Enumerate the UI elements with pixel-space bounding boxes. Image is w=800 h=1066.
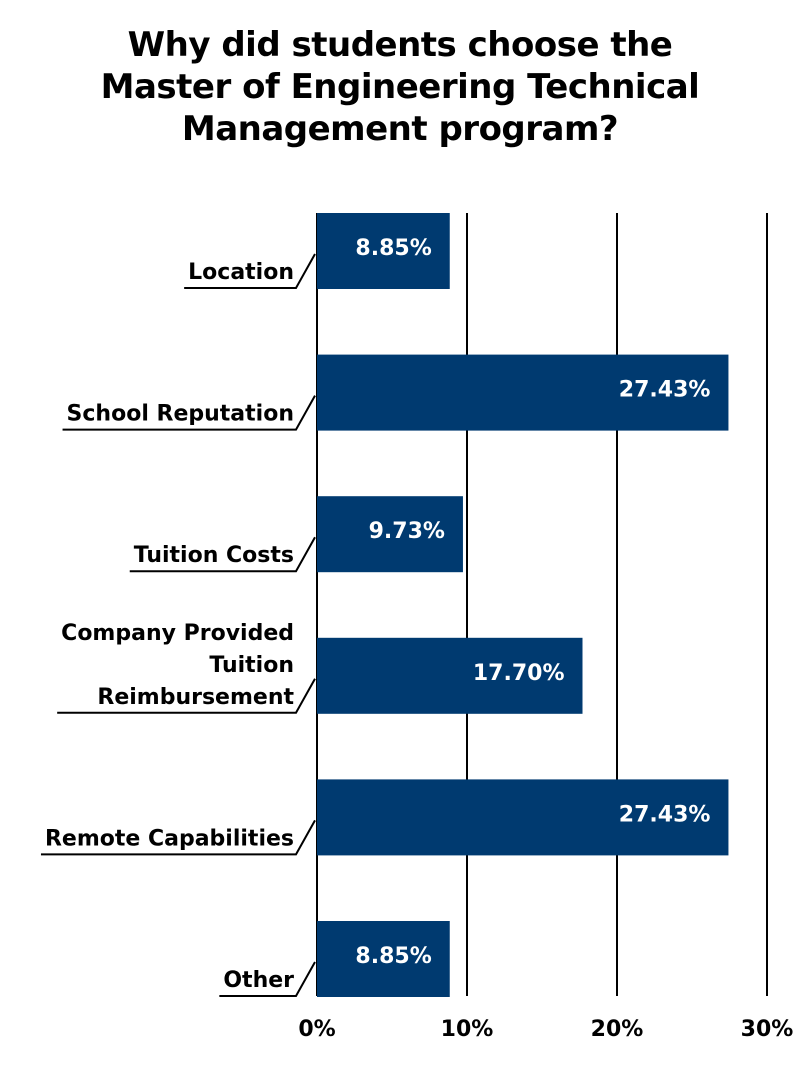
chart-title-line: Management program? — [181, 109, 619, 149]
x-tick-label: 30% — [741, 1017, 794, 1042]
category-label: Remote Capabilities — [45, 826, 294, 851]
category-label: Tuition Costs — [134, 543, 294, 568]
bar — [317, 213, 450, 289]
bar — [317, 921, 450, 997]
chart-title: Why did students choose the Master of En… — [0, 24, 800, 150]
bar — [317, 354, 729, 431]
category-label: Reimbursement — [97, 685, 294, 710]
x-tick-label: 10% — [441, 1017, 494, 1042]
bar — [317, 779, 729, 856]
x-tick-label: 20% — [591, 1017, 644, 1042]
category-label: Other — [223, 968, 294, 993]
x-tick-label: 0% — [298, 1017, 335, 1042]
category-leader-line — [184, 253, 316, 289]
data-label: 8.85% — [355, 236, 431, 261]
category-leader-line — [40, 819, 316, 856]
data-label: 9.73% — [369, 519, 445, 544]
category-label: Company Provided — [61, 621, 294, 646]
category-leader-line — [219, 961, 316, 997]
category-leader-line — [129, 536, 316, 573]
data-label: 8.85% — [355, 944, 431, 969]
data-label: 27.43% — [619, 378, 711, 403]
category-label: Tuition — [209, 653, 294, 678]
category-leader-line — [57, 678, 316, 714]
category-label: Location — [188, 260, 294, 285]
chart-title-line: Why did students choose the — [127, 25, 673, 65]
data-label: 17.70% — [473, 661, 565, 686]
bar — [317, 496, 463, 573]
data-label: 27.43% — [619, 802, 711, 827]
category-leader-line — [62, 395, 316, 431]
category-label: School Reputation — [67, 402, 294, 427]
chart-title-line: Master of Engineering Technical — [100, 67, 700, 107]
bar — [317, 637, 583, 714]
